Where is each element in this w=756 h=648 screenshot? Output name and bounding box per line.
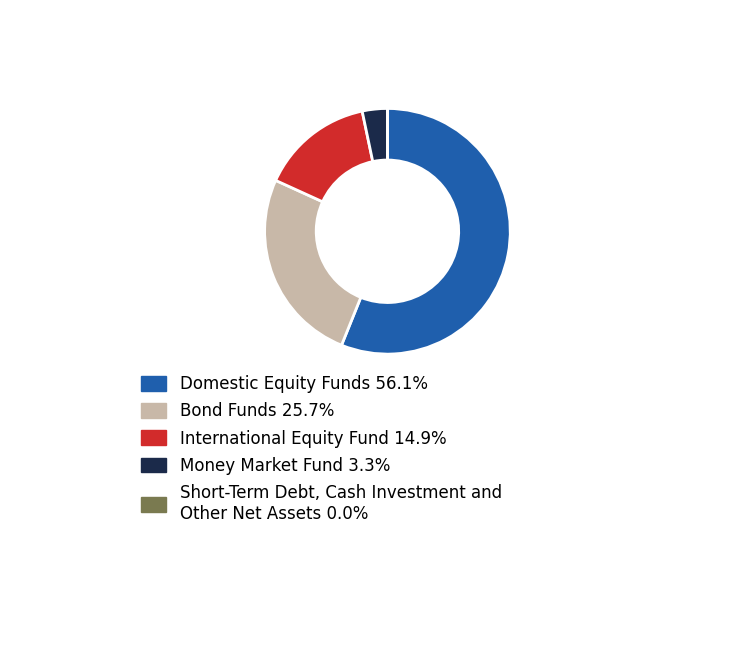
Wedge shape [362,108,387,161]
Wedge shape [276,111,373,202]
Wedge shape [342,108,510,354]
Legend: Domestic Equity Funds 56.1%, Bond Funds 25.7%, International Equity Fund 14.9%, : Domestic Equity Funds 56.1%, Bond Funds … [141,375,502,523]
Wedge shape [265,180,361,345]
